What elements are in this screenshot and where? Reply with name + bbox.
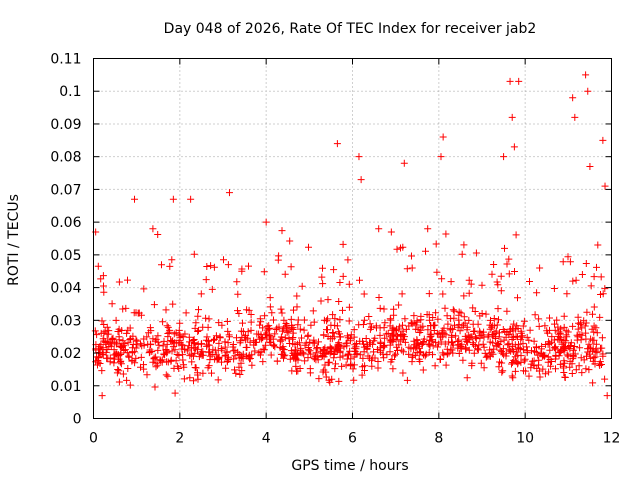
- y-tick-labels: 0 0.01 0.02 0.03 0.04 0.05 0.06 0.07 0.08 0.09 0.1…: [50, 52, 81, 428]
- x-tick-label: 0: [89, 431, 98, 447]
- scatter-point: [355, 153, 363, 161]
- scatter-point: [98, 392, 106, 400]
- y-tick-label: 0.1: [59, 84, 81, 100]
- scatter-point: [506, 77, 514, 85]
- axis-ticks: [93, 58, 612, 419]
- scatter-point: [225, 189, 233, 197]
- y-tick-label: 0.05: [50, 248, 81, 264]
- scatter-point: [571, 113, 579, 121]
- scatter-point: [586, 163, 594, 170]
- scatter-point: [187, 195, 195, 203]
- x-tick-labels: 0 2 4 6 8 10 12: [89, 431, 620, 447]
- x-tick-label: 6: [348, 431, 357, 447]
- scatter-point: [599, 136, 607, 144]
- y-tick-label: 0.09: [50, 117, 81, 133]
- y-tick-label: 0: [73, 412, 82, 428]
- scatter-point: [569, 94, 577, 102]
- y-tick-label: 0.08: [50, 150, 81, 166]
- scatter-point: [603, 392, 611, 400]
- scatter-point: [437, 153, 445, 161]
- y-tick-label: 0.04: [50, 281, 81, 297]
- y-tick-label: 0.06: [50, 215, 81, 231]
- scatter-point: [400, 159, 408, 167]
- scatter-point: [131, 195, 139, 203]
- scatter-point: [333, 140, 341, 148]
- y-tick-label: 0.02: [50, 346, 81, 362]
- y-tick-label: 0.03: [50, 313, 81, 329]
- x-tick-label: 12: [603, 431, 621, 447]
- y-axis-label: ROTI / TECUs: [6, 194, 22, 286]
- x-tick-label: 4: [262, 431, 271, 447]
- scatter-point: [439, 133, 447, 141]
- y-tick-label: 0.11: [50, 52, 81, 68]
- scatter-point: [387, 228, 395, 236]
- x-tick-label: 2: [175, 431, 184, 447]
- scatter-point: [262, 218, 270, 226]
- x-tick-label: 8: [434, 431, 443, 447]
- scatter-point: [500, 153, 508, 161]
- scatter-point: [169, 195, 177, 203]
- scatter-point: [601, 182, 609, 190]
- y-tick-label: 0.01: [50, 379, 81, 395]
- scatter-point: [508, 113, 516, 121]
- data-points: [91, 71, 611, 400]
- scatter-point: [582, 71, 590, 79]
- scatter-point: [584, 87, 592, 95]
- x-tick-label: 10: [516, 431, 534, 447]
- scatter-point-cloud: [91, 225, 609, 397]
- x-axis-label: GPS time / hours: [291, 458, 408, 474]
- y-tick-label: 0.07: [50, 182, 81, 198]
- scatter-point: [515, 77, 523, 85]
- chart-title: Day 048 of 2026, Rate Of TEC Index for r…: [164, 21, 537, 37]
- scatter-point: [510, 143, 518, 151]
- scatter-point: [357, 176, 365, 184]
